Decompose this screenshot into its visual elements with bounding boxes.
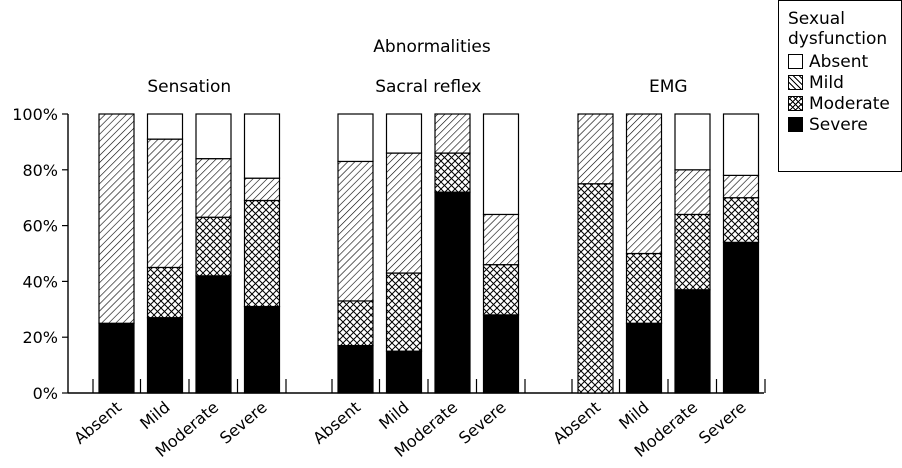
- legend-label-mild: Mild: [809, 72, 844, 93]
- group-title-emg: EMG: [649, 77, 688, 97]
- bar-sacral-reflex-absent-moderate: [337, 300, 374, 347]
- x-tick-label-emg-mild: Mild: [615, 398, 652, 434]
- bar-sacral-reflex-severe-mild: [482, 213, 520, 266]
- bar-sensation-mild-severe: [146, 317, 184, 394]
- bar-sacral-reflex-absent-severe: [337, 344, 374, 394]
- bar-emg-moderate-moderate: [674, 213, 711, 291]
- bar-emg-mild-moderate: [625, 252, 663, 324]
- legend-label-moderate: Moderate: [809, 93, 890, 114]
- y-tick-label: 60%: [22, 217, 58, 236]
- x-tick-label-sensation-severe: Severe: [216, 398, 271, 448]
- bar-sacral-reflex-severe-absent: [482, 113, 520, 216]
- legend-label-absent: Absent: [809, 51, 869, 72]
- x-tick-label-sensation-absent: Absent: [70, 398, 125, 448]
- y-tick-label: 40%: [22, 272, 58, 291]
- group-title-sensation: Sensation: [147, 77, 231, 97]
- bar-sensation-mild-moderate: [146, 266, 184, 319]
- bar-sensation-severe-absent: [243, 113, 281, 179]
- legend-swatch-severe: [788, 117, 803, 132]
- bar-sensation-severe-moderate: [243, 199, 281, 308]
- bar-sacral-reflex-moderate-mild: [434, 113, 471, 154]
- x-tick-label-sacral-reflex-mild: Mild: [375, 398, 412, 434]
- bar-emg-severe-severe: [722, 241, 760, 394]
- bar-sensation-absent-mild: [98, 113, 135, 324]
- stacked-bar-chart: Abnormalities 0% 20% 40% 60% 80% 100% Sensatio…: [12, 37, 766, 461]
- bar-emg-mild-mild: [625, 113, 663, 255]
- chart-title: Abnormalities: [373, 37, 491, 57]
- x-tick-label-emg-severe: Severe: [695, 398, 750, 448]
- legend-item-absent: Absent: [788, 51, 901, 72]
- bar-sacral-reflex-severe-moderate: [482, 264, 520, 316]
- bar-sacral-reflex-moderate-severe: [434, 191, 471, 394]
- bar-sensation-absent-severe: [98, 322, 135, 394]
- legend-label-severe: Severe: [809, 114, 868, 135]
- y-tick-label: 20%: [22, 328, 58, 347]
- y-tick-label: 0%: [33, 384, 58, 403]
- legend-item-severe: Severe: [788, 114, 901, 135]
- legend-title: Sexual dysfunction: [788, 9, 888, 49]
- bar-sacral-reflex-absent-mild: [337, 160, 374, 302]
- y-tick-label: 100%: [12, 105, 58, 124]
- bar-emg-absent-moderate: [577, 183, 614, 394]
- bar-sensation-mild-absent: [146, 113, 184, 140]
- bar-sensation-severe-mild: [243, 177, 281, 202]
- bar-emg-severe-mild: [722, 174, 760, 199]
- bar-sacral-reflex-moderate-moderate: [434, 152, 471, 193]
- bar-sensation-moderate-mild: [195, 158, 232, 218]
- bar-sacral-reflex-absent-absent: [337, 113, 374, 163]
- legend-swatch-absent: [788, 54, 803, 69]
- bar-sensation-mild-mild: [146, 138, 184, 269]
- y-tick-label: 80%: [22, 161, 58, 180]
- bar-emg-moderate-absent: [674, 113, 711, 171]
- legend-swatch-moderate: [788, 96, 803, 111]
- legend-item-mild: Mild: [788, 72, 901, 93]
- bar-sensation-moderate-severe: [195, 275, 232, 394]
- bar-sensation-moderate-absent: [195, 113, 232, 160]
- legend-item-moderate: Moderate: [788, 93, 901, 114]
- bar-emg-moderate-mild: [674, 169, 711, 216]
- bar-sacral-reflex-severe-severe: [482, 314, 520, 394]
- bar-sensation-moderate-moderate: [195, 216, 232, 277]
- legend-swatch-mild: [788, 75, 803, 90]
- bar-emg-absent-mild: [577, 113, 614, 185]
- group-title-sacral-reflex: Sacral reflex: [375, 77, 481, 97]
- bar-sacral-reflex-mild-mild: [385, 152, 423, 274]
- x-tick-label-sacral-reflex-severe: Severe: [455, 398, 510, 448]
- x-tick-label-sensation-mild: Mild: [136, 398, 173, 434]
- x-tick-label-sacral-reflex-absent: Absent: [309, 398, 364, 448]
- legend: Sexual dysfunction Absent Mild Moderate …: [778, 0, 902, 172]
- bar-sacral-reflex-mild-absent: [385, 113, 423, 154]
- bar-emg-moderate-severe: [674, 289, 711, 394]
- x-tick-label-emg-absent: Absent: [549, 398, 604, 448]
- bar-emg-mild-severe: [625, 322, 663, 394]
- bar-sensation-severe-severe: [243, 305, 281, 394]
- bar-emg-severe-absent: [722, 113, 760, 176]
- bar-emg-severe-moderate: [722, 197, 760, 243]
- bar-sacral-reflex-mild-severe: [385, 350, 423, 394]
- bar-sacral-reflex-mild-moderate: [385, 272, 423, 352]
